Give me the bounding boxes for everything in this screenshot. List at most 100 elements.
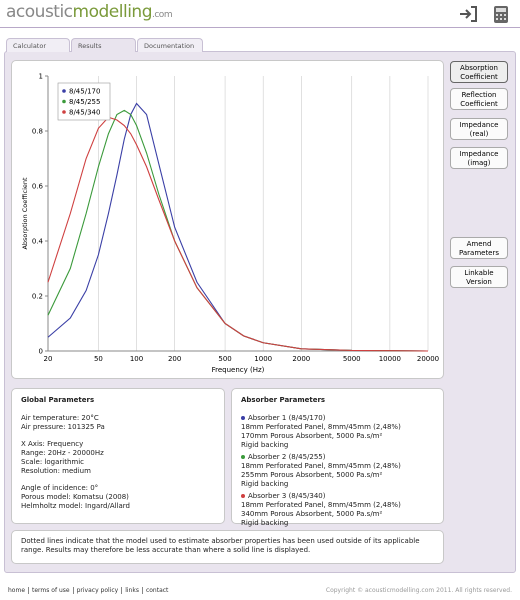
x-tick-label: 20000 [417,355,439,363]
absorber-dot [241,455,245,459]
login-icon[interactable] [460,6,477,22]
button-label: Version [466,277,492,286]
parameter-line: Air pressure: 101325 Pa [21,423,105,431]
footer-link[interactable]: terms of use [28,587,73,594]
button-label: Impedance [459,121,499,129]
y-axis-label: Absorption Coefficient [21,177,29,250]
absorber-name-text: Absorber 3 (8/45/340) [248,492,326,500]
legend-marker [62,99,66,104]
parameter-group: X Axis: Frequency Range: 20Hz - 20000Hz Sc… [21,440,215,476]
tab[interactable]: Calculator [6,38,70,52]
absorber-line: 18mm Perforated Panel, 8mm/45mm (2,48%) [241,423,401,431]
y-tick-label: 0.8 [32,128,43,136]
chart-panel: 20 50 100 200 500 1000 2000 5000 10000 20000 0 0.2 0… [11,60,444,379]
x-tick-label: 5000 [343,355,361,363]
parameter-line: Angle of incidence: 0° [21,484,99,492]
side-button[interactable]: Impedance (imag) [450,147,508,169]
button-label: Absorption [460,64,498,72]
absorber-line: 18mm Perforated Panel, 8mm/45mm (2,48%) [241,462,401,470]
side-button[interactable]: Linkable Version [450,266,508,288]
x-tick-label: 100 [130,355,143,363]
footer-link[interactable]: home [8,587,26,594]
legend-box [57,82,111,121]
parameter-line: Range: 20Hz - 20000Hz [21,449,104,457]
button-label: Parameters [458,248,500,257]
y-tick-label: 0.6 [32,183,44,191]
legend-label: 8/45/170 [69,88,100,96]
absorber-line: Rigid backing [241,519,289,527]
legend-label: 8/45/340 [69,109,100,117]
y-tick-label: 0.4 [32,238,44,246]
footer-links: home terms of use privacy policy links conta… [8,587,172,594]
button-label: Impedance [459,150,499,158]
x-tick-label: 20 [44,355,53,363]
parameter-line: Helmholtz model: Ingard/Allard [21,502,130,510]
button-label: Reflection [461,91,497,99]
parameter-group: Angle of incidence: 0° Porous model: Koma… [21,484,215,511]
x-axis-label: Frequency (Hz) [212,366,265,374]
parameter-line: X Axis: Frequency [21,440,84,448]
parameter-line: Scale: logarithmic [21,458,84,466]
absorber-name: Absorber 3 (8/45/340) [241,492,434,501]
side-button[interactable]: Amend Parameters [450,237,508,259]
x-tick-label: 50 [94,355,103,363]
parameter-line: Air temperature: 20°C [21,414,99,422]
absorber-line: 340mm Porous Absorbent, 5000 Pa.s/m² [241,510,383,518]
header-rule [0,27,520,28]
parameter-group: Air temperature: 20°C Air pressure: 10132… [21,414,215,432]
legend-marker [62,89,66,93]
button-label: (real) [469,129,489,138]
logo[interactable]: acousticmodelling.com [6,2,173,22]
absorber-name: Absorber 1 (8/45/170) [241,414,434,423]
absorber-dot [241,494,245,498]
tab[interactable]: Documentation [137,38,203,52]
logo-part: .com [152,10,173,20]
x-tick-label: 10000 [379,355,401,363]
absorber-name-text: Absorber 2 (8/45/255) [248,453,326,461]
y-tick-label: 1 [39,73,43,81]
header-icons [460,6,508,23]
absorber-name: Absorber 2 (8/45/255) [241,453,434,462]
absorber: Absorber 1 (8/45/170) 18mm Perforated Pan… [241,414,434,450]
button-label: Coefficient [460,72,498,81]
parameter-line: Porous model: Komatsu (2008) [21,493,129,501]
y-tick-label: 0.2 [32,293,43,301]
series-line [47,116,429,352]
footer-link[interactable]: contact [141,587,172,594]
global-parameters: Global Parameters Air temperature: 20°C A… [11,388,225,524]
tab[interactable]: Results [71,38,136,52]
absorber: Absorber 2 (8/45/255) 18mm Perforated Pan… [241,453,434,489]
absorber-parameters: Absorber Parameters Absorber 1 (8/45/170… [231,388,444,527]
panel-title: Global Parameters [21,396,95,404]
x-tick-label: 2000 [292,355,310,363]
absorber: Absorber 3 (8/45/340) 18mm Perforated Pan… [241,492,434,528]
logo-part: modelling [72,2,153,22]
series-line [47,102,429,352]
x-tick-label: 1000 [254,355,272,363]
button-label: Amend [466,240,492,248]
side-button[interactable]: Impedance (real) [450,118,508,140]
note: Dotted lines indicate that the model use… [11,530,444,564]
calculator-icon[interactable] [494,6,508,23]
footer-link[interactable]: privacy policy [72,587,122,594]
chart: 20 50 100 200 500 1000 2000 5000 10000 20000 0 0.2 0… [21,73,439,375]
button-label: Linkable [464,269,494,277]
side-button[interactable]: Reflection Coefficient [450,88,508,110]
side-button[interactable]: Absorption Coefficient [450,61,508,83]
button-label: Coefficient [460,99,498,108]
absorber-line: 255mm Porous Absorbent, 5000 Pa.s/m² [241,471,383,479]
absorber-line: Rigid backing [241,441,289,449]
footer-link[interactable]: links [121,587,142,594]
legend-marker [62,110,66,114]
logo-part: acoustic [6,2,73,22]
absorber-line: 170mm Porous Absorbent, 5000 Pa.s/m² [241,432,383,440]
absorber-name-text: Absorber 1 (8/45/170) [248,414,326,422]
x-tick-label: 200 [168,355,181,363]
absorber-dot [241,416,245,420]
absorber-line: 18mm Perforated Panel, 8mm/45mm (2,48%) [241,501,401,509]
legend-label: 8/45/255 [69,98,100,106]
absorber-line: Rigid backing [241,480,289,488]
copyright: Copyright © acousticmodelling.com 2011. … [325,587,512,594]
panel-title: Absorber Parameters [241,396,326,404]
